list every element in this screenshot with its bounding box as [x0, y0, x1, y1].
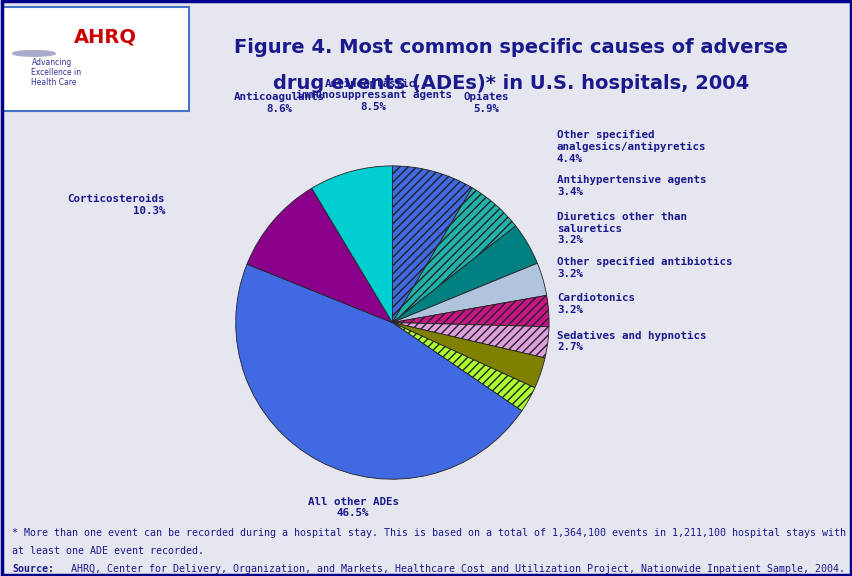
Wedge shape	[392, 323, 544, 388]
Wedge shape	[392, 323, 534, 411]
Wedge shape	[392, 323, 549, 358]
Text: Corticosteroids
10.3%: Corticosteroids 10.3%	[67, 194, 165, 216]
Circle shape	[13, 51, 55, 56]
Text: drug events (ADEs)* in U.S. hospitals, 2004: drug events (ADEs)* in U.S. hospitals, 2…	[273, 74, 749, 93]
Wedge shape	[247, 188, 392, 323]
Wedge shape	[392, 226, 537, 323]
Text: Diuretics other than
saluretics
3.2%: Diuretics other than saluretics 3.2%	[556, 212, 686, 245]
Text: Advancing
Excellence in
Health Care: Advancing Excellence in Health Care	[32, 58, 82, 88]
Text: Antineoplastic,
immunosuppressant agents
8.5%: Antineoplastic, immunosuppressant agents…	[296, 79, 451, 112]
Text: Sedatives and hypnotics
2.7%: Sedatives and hypnotics 2.7%	[556, 331, 705, 352]
Wedge shape	[392, 166, 472, 323]
Text: Antihypertensive agents
3.4%: Antihypertensive agents 3.4%	[556, 176, 705, 197]
Wedge shape	[311, 166, 392, 323]
Text: Other specified
analgesics/antipyretics
4.4%: Other specified analgesics/antipyretics …	[556, 130, 705, 164]
Wedge shape	[392, 295, 549, 327]
Text: AHRQ: AHRQ	[74, 27, 137, 46]
Text: Opiates
5.9%: Opiates 5.9%	[463, 92, 509, 114]
Text: at least one ADE event recorded.: at least one ADE event recorded.	[12, 546, 204, 556]
Text: * More than one event can be recorded during a hospital stay. This is based on a: * More than one event can be recorded du…	[12, 528, 845, 537]
Wedge shape	[392, 188, 515, 323]
Text: All other ADEs
46.5%: All other ADEs 46.5%	[308, 497, 398, 518]
Text: AHRQ, Center for Delivery, Organization, and Markets, Healthcare Cost and Utiliz: AHRQ, Center for Delivery, Organization,…	[66, 564, 844, 574]
Text: Other specified antibiotics
3.2%: Other specified antibiotics 3.2%	[556, 257, 732, 279]
Text: Source:: Source:	[12, 564, 54, 574]
FancyBboxPatch shape	[2, 7, 188, 111]
Text: Anticoagulants
8.6%: Anticoagulants 8.6%	[233, 92, 325, 114]
Text: Cardiotonics
3.2%: Cardiotonics 3.2%	[556, 293, 634, 314]
Text: Figure 4. Most common specific causes of adverse: Figure 4. Most common specific causes of…	[234, 39, 787, 57]
Wedge shape	[392, 263, 546, 323]
Wedge shape	[235, 264, 521, 479]
